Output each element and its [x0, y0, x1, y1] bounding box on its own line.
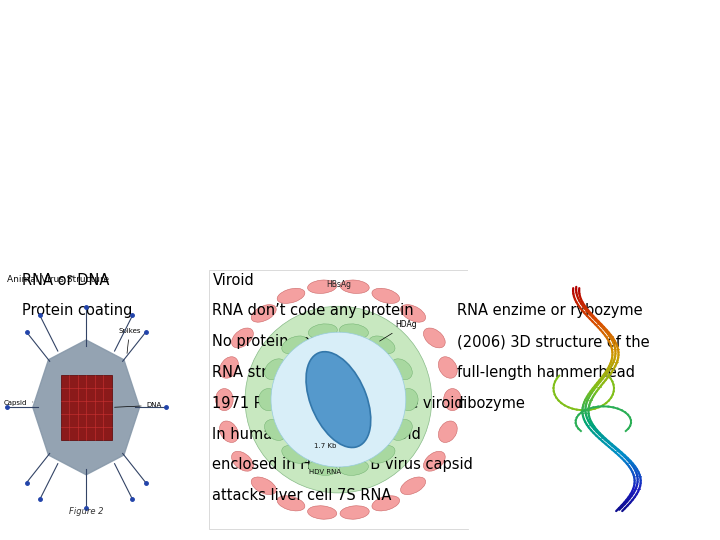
Bar	[0, 270, 205, 529]
Ellipse shape	[220, 357, 238, 378]
Text: HDAg: HDAg	[379, 320, 417, 341]
Ellipse shape	[271, 332, 406, 467]
Ellipse shape	[306, 352, 371, 448]
Text: RNA enzime or rybozyme: RNA enzime or rybozyme	[457, 303, 643, 319]
Text: Protein coating: Protein coating	[22, 303, 132, 319]
Ellipse shape	[215, 389, 233, 410]
Ellipse shape	[282, 446, 307, 463]
Ellipse shape	[391, 420, 413, 441]
Ellipse shape	[423, 451, 445, 471]
Text: attacks liver cell 7S RNA: attacks liver cell 7S RNA	[212, 488, 392, 503]
Text: ribozyme: ribozyme	[457, 396, 525, 411]
Ellipse shape	[307, 280, 337, 293]
Text: 1971 Potato spindle disease viroid: 1971 Potato spindle disease viroid	[212, 396, 464, 411]
Ellipse shape	[251, 305, 276, 322]
Text: Spikes: Spikes	[118, 328, 140, 353]
Ellipse shape	[308, 460, 337, 475]
Bar	[468, 270, 720, 529]
Text: No protein coating: No protein coating	[212, 334, 348, 349]
Ellipse shape	[369, 446, 395, 463]
Ellipse shape	[400, 305, 426, 322]
Ellipse shape	[391, 359, 413, 380]
Text: HBsAg: HBsAg	[326, 280, 351, 289]
Ellipse shape	[232, 328, 253, 348]
Ellipse shape	[369, 336, 395, 354]
Polygon shape	[33, 340, 140, 475]
Bar	[60, 375, 112, 440]
Ellipse shape	[282, 336, 307, 354]
Text: full-length hammerhead: full-length hammerhead	[457, 365, 635, 380]
Ellipse shape	[264, 359, 286, 380]
Ellipse shape	[340, 460, 369, 475]
Ellipse shape	[277, 288, 305, 303]
Text: Figure 2: Figure 2	[69, 507, 104, 516]
Ellipse shape	[399, 389, 418, 410]
Ellipse shape	[372, 496, 400, 511]
Ellipse shape	[220, 421, 238, 442]
Ellipse shape	[251, 477, 276, 495]
Ellipse shape	[423, 328, 445, 348]
Ellipse shape	[307, 506, 337, 519]
Ellipse shape	[372, 288, 400, 303]
Text: Capsid: Capsid	[4, 400, 33, 406]
Ellipse shape	[308, 324, 337, 339]
Ellipse shape	[438, 357, 457, 378]
Ellipse shape	[438, 421, 457, 442]
Ellipse shape	[444, 389, 462, 410]
Text: In humans Hepatitis D viroid: In humans Hepatitis D viroid	[212, 427, 421, 442]
Text: 1.7 Kb: 1.7 Kb	[314, 443, 337, 449]
Ellipse shape	[258, 389, 278, 410]
Text: Animal Virus Structure: Animal Virus Structure	[7, 275, 109, 285]
Text: (2006) 3D structure of the: (2006) 3D structure of the	[457, 334, 650, 349]
Text: RNA or DNA: RNA or DNA	[22, 273, 109, 288]
Ellipse shape	[245, 306, 432, 493]
Ellipse shape	[400, 477, 426, 495]
Ellipse shape	[264, 420, 286, 441]
Ellipse shape	[340, 280, 369, 293]
Text: HDV RNA: HDV RNA	[310, 469, 341, 475]
Ellipse shape	[340, 324, 369, 339]
Ellipse shape	[340, 506, 369, 519]
Ellipse shape	[232, 451, 253, 471]
Text: RNA structure→function: RNA structure→function	[212, 365, 387, 380]
Text: enclosed in Hepatitis B virus capsid: enclosed in Hepatitis B virus capsid	[212, 457, 473, 472]
Ellipse shape	[277, 496, 305, 511]
Text: DNA: DNA	[114, 402, 162, 408]
Text: Viroid: Viroid	[212, 273, 254, 288]
Text: RNA don’t code any protein: RNA don’t code any protein	[212, 303, 414, 319]
Bar	[209, 270, 468, 529]
